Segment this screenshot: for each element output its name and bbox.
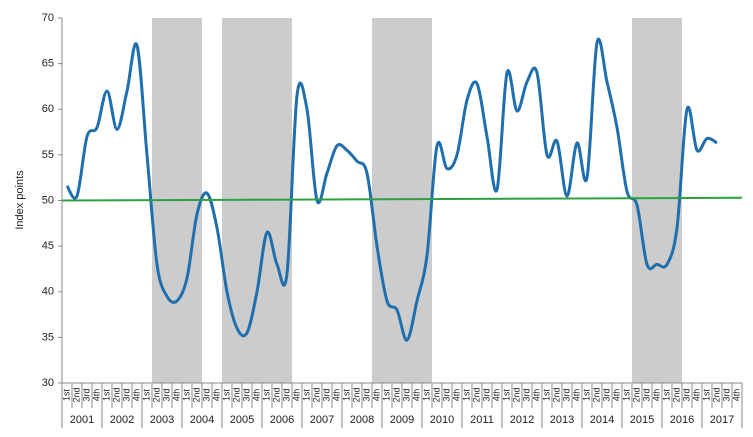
year-label: 2007 xyxy=(310,414,334,426)
x-tick-label: 1st xyxy=(301,389,311,402)
x-tick-label: 3rd xyxy=(521,388,531,401)
x-tick-label: 4th xyxy=(611,389,621,402)
x-tick-label: 2nd xyxy=(551,387,561,402)
year-label: 2015 xyxy=(630,414,654,426)
x-tick-label: 3rd xyxy=(161,388,171,401)
x-tick-label: 3rd xyxy=(361,388,371,401)
x-tick-label: 1st xyxy=(621,389,631,402)
x-tick-label: 3rd xyxy=(641,388,651,401)
x-tick-label: 4th xyxy=(131,389,141,402)
x-tick-label: 4th xyxy=(491,389,501,402)
x-tick-label: 2nd xyxy=(151,387,161,402)
year-label: 2002 xyxy=(110,414,134,426)
y-tick-label: 50 xyxy=(42,194,54,206)
x-tick-label: 4th xyxy=(331,389,341,402)
x-tick-label: 2nd xyxy=(391,387,401,402)
y-tick-label: 40 xyxy=(42,286,54,298)
x-tick-label: 3rd xyxy=(121,388,131,401)
x-tick-label: 1st xyxy=(101,389,111,402)
year-label: 2006 xyxy=(270,414,294,426)
year-label: 2011 xyxy=(470,414,494,426)
year-label: 2014 xyxy=(590,414,614,426)
x-tick-label: 4th xyxy=(291,389,301,402)
x-tick-label: 1st xyxy=(461,389,471,402)
year-label: 2004 xyxy=(190,414,214,426)
y-tick-label: 65 xyxy=(42,58,54,70)
x-tick-label: 4th xyxy=(211,389,221,402)
x-tick-label: 1st xyxy=(701,389,711,402)
x-tick-label: 3rd xyxy=(601,388,611,401)
y-tick-label: 70 xyxy=(42,12,54,24)
x-tick-label: 3rd xyxy=(281,388,291,401)
year-label: 2010 xyxy=(430,414,454,426)
x-tick-label: 1st xyxy=(181,389,191,402)
shaded-period xyxy=(632,18,682,383)
x-tick-label: 1st xyxy=(501,389,511,402)
x-tick-label: 1st xyxy=(261,389,271,402)
x-tick-label: 3rd xyxy=(241,388,251,401)
x-tick-label: 1st xyxy=(541,389,551,402)
y-tick-label: 60 xyxy=(42,103,54,115)
x-tick-label: 2nd xyxy=(591,387,601,402)
x-tick-label: 2nd xyxy=(711,387,721,402)
x-tick-label: 4th xyxy=(251,389,261,402)
x-tick-label: 2nd xyxy=(111,387,121,402)
x-tick-label: 3rd xyxy=(681,388,691,401)
y-tick-label: 30 xyxy=(42,377,54,389)
x-tick-label: 2nd xyxy=(71,387,81,402)
x-tick-label: 2nd xyxy=(271,387,281,402)
x-tick-label: 2nd xyxy=(511,387,521,402)
year-label: 2013 xyxy=(550,414,574,426)
x-tick-label: 4th xyxy=(651,389,661,402)
x-tick-label: 1st xyxy=(421,389,431,402)
x-tick-label: 3rd xyxy=(721,388,731,401)
index-line xyxy=(65,37,718,342)
year-label: 2009 xyxy=(390,414,414,426)
x-tick-label: 4th xyxy=(731,389,741,402)
x-tick-label: 3rd xyxy=(481,388,491,401)
x-tick-label: 3rd xyxy=(81,388,91,401)
x-tick-label: 4th xyxy=(571,389,581,402)
x-tick-label: 2nd xyxy=(231,387,241,402)
x-tick-label: 1st xyxy=(341,389,351,402)
x-tick-label: 1st xyxy=(381,389,391,402)
x-tick-label: 3rd xyxy=(401,388,411,401)
x-tick-label: 2nd xyxy=(631,387,641,402)
year-label: 2016 xyxy=(670,414,694,426)
y-tick-label: 55 xyxy=(42,149,54,161)
y-tick-label: 45 xyxy=(42,240,54,252)
x-tick-label: 3rd xyxy=(441,388,451,401)
x-tick-label: 2nd xyxy=(351,387,361,402)
x-tick-label: 4th xyxy=(371,389,381,402)
x-tick-label: 1st xyxy=(581,389,591,402)
x-tick-label: 1st xyxy=(661,389,671,402)
x-tick-label: 4th xyxy=(451,389,461,402)
year-label: 2001 xyxy=(70,414,94,426)
year-label: 2005 xyxy=(230,414,254,426)
year-label: 2017 xyxy=(710,414,734,426)
x-tick-label: 4th xyxy=(411,389,421,402)
x-tick-label: 1st xyxy=(221,389,231,402)
x-tick-label: 3rd xyxy=(561,388,571,401)
y-axis-label: Index points xyxy=(14,170,26,230)
x-tick-label: 4th xyxy=(91,389,101,402)
x-tick-label: 2nd xyxy=(471,387,481,402)
y-tick-label: 35 xyxy=(42,331,54,343)
x-tick-label: 2nd xyxy=(311,387,321,402)
x-tick-label: 2nd xyxy=(431,387,441,402)
x-tick-label: 1st xyxy=(141,389,151,402)
x-tick-label: 4th xyxy=(531,389,541,402)
x-tick-label: 3rd xyxy=(321,388,331,401)
year-label: 2003 xyxy=(150,414,174,426)
x-tick-label: 4th xyxy=(171,389,181,402)
x-tick-label: 2nd xyxy=(671,387,681,402)
year-label: 2012 xyxy=(510,414,534,426)
x-tick-label: 4th xyxy=(691,389,701,402)
year-label: 2008 xyxy=(350,414,374,426)
reference-line xyxy=(61,196,743,202)
x-tick-label: 1st xyxy=(61,389,71,402)
x-tick-label: 2nd xyxy=(191,387,201,402)
x-tick-label: 3rd xyxy=(201,388,211,401)
